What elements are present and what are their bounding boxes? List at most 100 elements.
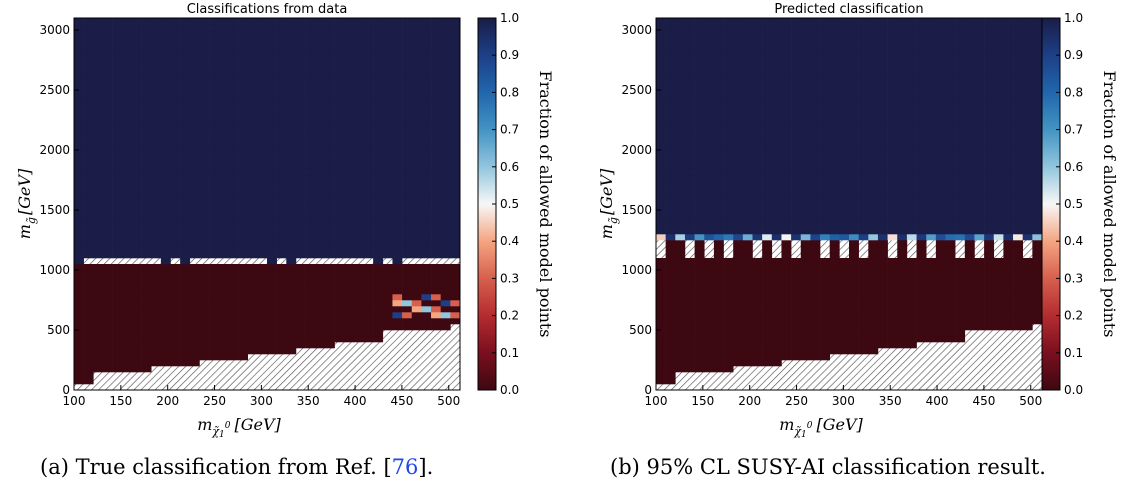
heatmap-cell xyxy=(276,234,287,241)
heatmap-cell xyxy=(247,264,258,271)
heatmap-cell xyxy=(344,162,355,169)
heatmap-cell xyxy=(723,18,734,25)
heatmap-cell xyxy=(74,312,84,319)
heatmap-cell xyxy=(974,282,985,289)
heatmap-cell xyxy=(151,144,162,151)
heatmap-cell xyxy=(897,246,908,253)
heatmap-cell xyxy=(935,66,946,73)
heatmap-cell xyxy=(887,18,898,25)
heatmap-cell xyxy=(305,240,316,247)
heatmap-cell xyxy=(733,108,744,115)
heatmap-cell xyxy=(392,126,403,133)
heatmap-cell xyxy=(993,54,1004,61)
heatmap-cell xyxy=(1003,156,1014,163)
heatmap-cell xyxy=(286,108,297,115)
heatmap-cell xyxy=(926,234,937,241)
heatmap-cell xyxy=(257,174,268,181)
heatmap-cell xyxy=(974,228,985,235)
heatmap-cell xyxy=(238,168,248,175)
heatmap-cell xyxy=(800,246,811,253)
heatmap-cell xyxy=(334,78,345,85)
heatmap-cell xyxy=(228,192,239,199)
heatmap-cell xyxy=(906,210,917,217)
heatmap-cell xyxy=(791,282,802,289)
heatmap-cell xyxy=(189,240,200,247)
heatmap-cell xyxy=(964,66,975,73)
heatmap-cell xyxy=(112,108,123,115)
heatmap-cell xyxy=(228,18,239,25)
heatmap-cell xyxy=(665,132,676,139)
heatmap-cell xyxy=(733,360,744,367)
heatmap-cell xyxy=(131,120,142,127)
heatmap-cell xyxy=(411,132,422,139)
heatmap-cell xyxy=(762,246,773,253)
heatmap-cell xyxy=(877,222,888,229)
heatmap-cell xyxy=(315,138,326,145)
heatmap-cell xyxy=(209,90,220,97)
heatmap-cell xyxy=(781,300,792,307)
heatmap-cell xyxy=(382,222,393,229)
heatmap-cell xyxy=(935,180,946,187)
heatmap-cell xyxy=(83,114,94,121)
heatmap-cell xyxy=(74,288,84,295)
heatmap-cell xyxy=(993,318,1004,325)
heatmap-cell xyxy=(964,222,975,229)
heatmap-cell xyxy=(218,78,229,85)
heatmap-cell xyxy=(267,240,277,247)
heatmap-cell xyxy=(170,60,181,67)
heatmap-cell xyxy=(858,300,869,307)
heatmap-cell xyxy=(791,54,802,61)
heatmap-cell xyxy=(993,162,1004,169)
heatmap-cell xyxy=(431,24,441,31)
heatmap-cell xyxy=(945,228,956,235)
heatmap-cell xyxy=(257,66,268,73)
heatmap-cell xyxy=(771,360,782,367)
heatmap-cell xyxy=(286,18,297,25)
heatmap-cell xyxy=(906,162,917,169)
heatmap-cell xyxy=(305,66,316,73)
heatmap-cell xyxy=(839,30,850,37)
heatmap-cell xyxy=(820,96,830,103)
heatmap-cell xyxy=(945,258,956,265)
heatmap-cell xyxy=(286,348,297,355)
heatmap-cell xyxy=(704,294,715,301)
heatmap-cell xyxy=(810,162,821,169)
heatmap-cell xyxy=(131,168,142,175)
heatmap-cell xyxy=(906,138,917,145)
heatmap-cell xyxy=(713,156,724,163)
heatmap-cell xyxy=(189,288,200,295)
heatmap-cell xyxy=(926,300,937,307)
heatmap-cell xyxy=(656,222,666,229)
heatmap-cell xyxy=(373,186,384,193)
heatmap-cell xyxy=(858,294,869,301)
heatmap-cell xyxy=(334,252,345,259)
heatmap-cell xyxy=(74,264,84,271)
heatmap-cell xyxy=(829,324,840,331)
heatmap-cell xyxy=(363,222,374,229)
heatmap-cell xyxy=(829,246,840,253)
caption-a-text: (a) True classification from Ref. [ xyxy=(40,455,392,479)
heatmap-cell xyxy=(887,282,898,289)
heatmap-cell xyxy=(1032,312,1043,319)
heatmap-cell xyxy=(897,108,908,115)
heatmap-cell xyxy=(704,228,715,235)
heatmap-cell xyxy=(199,108,210,115)
heatmap-cell xyxy=(887,120,898,127)
heatmap-cell xyxy=(74,90,84,97)
heatmap-cell xyxy=(665,120,676,127)
heatmap-cell xyxy=(984,246,995,253)
heatmap-cell xyxy=(762,66,773,73)
heatmap-cell xyxy=(897,222,908,229)
heatmap-cell xyxy=(723,186,734,193)
heatmap-cell xyxy=(247,198,258,205)
heatmap-cell xyxy=(820,204,830,211)
heatmap-cell xyxy=(704,204,715,211)
heatmap-cell xyxy=(993,90,1004,97)
caption-a-ref-link[interactable]: 76 xyxy=(391,455,419,479)
heatmap-cell xyxy=(733,342,744,349)
heatmap-cell xyxy=(315,204,326,211)
heatmap-cell xyxy=(440,240,451,247)
heatmap-cell xyxy=(286,234,297,241)
heatmap-cell xyxy=(305,342,316,349)
heatmap-cell xyxy=(897,168,908,175)
